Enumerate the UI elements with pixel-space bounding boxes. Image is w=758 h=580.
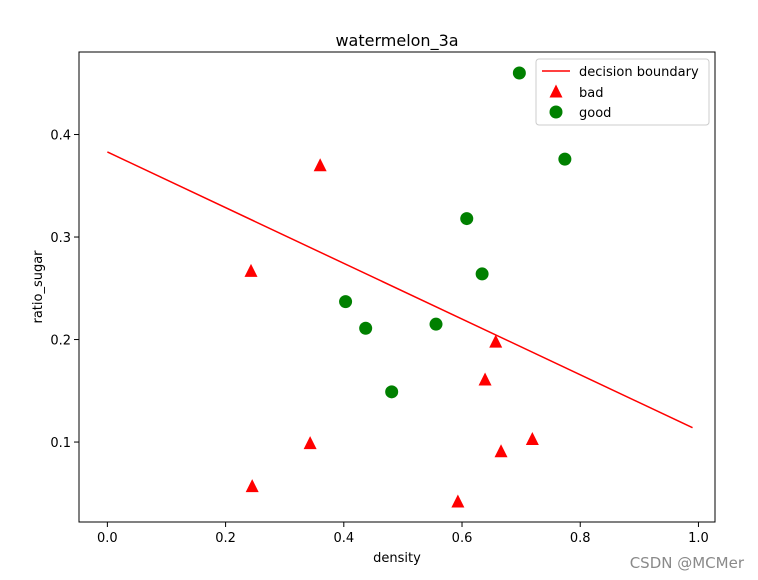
data-point-bad [489,334,503,348]
data-point-good [460,212,474,226]
x-tick-label: 0.0 [97,531,118,546]
y-axis-label: ratio_sugar [31,250,46,324]
data-point-bad [451,494,465,508]
x-tick-label: 0.4 [333,531,354,546]
legend-label-bad: bad [579,86,603,101]
legend-label-good: good [579,106,611,121]
legend-label-decision-boundary: decision boundary [579,65,699,80]
plot-frame [78,51,716,523]
data-point-bad [494,444,508,458]
y-tick-label: 0.3 [50,231,71,246]
x-tick-label: 0.8 [570,531,591,546]
y-tick-label: 0.4 [50,129,71,144]
data-point-bad [245,479,259,493]
data-point-bad [478,372,492,386]
data-point-good [385,385,399,399]
x-tick-label: 0.2 [215,531,236,546]
x-axis-label: density [373,551,421,566]
plot-content [107,66,693,508]
data-point-good [429,317,443,331]
data-point-bad [303,436,317,450]
data-point-bad [525,431,539,445]
chart-title: watermelon_3a [335,31,458,51]
data-point-good [339,295,353,309]
data-point-bad [313,158,327,172]
y-tick-label: 0.1 [50,436,71,451]
legend-good-marker [549,105,563,119]
data-point-good [512,66,526,80]
x-tick-label: 0.6 [452,531,473,546]
legend-box [535,58,710,126]
y-tick-label: 0.2 [50,334,71,349]
x-tick-label: 1.0 [688,531,709,546]
x-axis: 0.0 0.2 0.4 0.6 0.8 1.0 [97,522,709,546]
data-point-good [558,152,572,166]
legend-bad-marker [549,84,563,98]
decision-boundary-line [107,151,693,429]
data-point-bad [244,263,258,277]
data-point-good [359,321,373,335]
y-axis: 0.1 0.2 0.3 0.4 [50,129,79,451]
legend: decision boundary bad good [535,58,710,126]
data-point-good [475,267,489,281]
watermark: CSDN @MCMer [629,554,744,572]
